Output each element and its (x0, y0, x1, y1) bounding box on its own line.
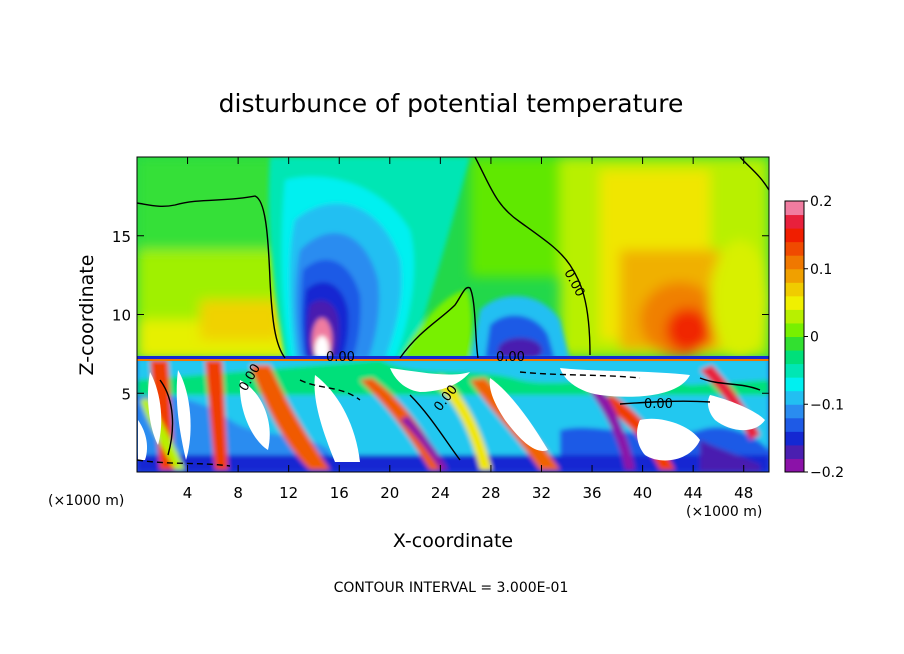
contour-lines (137, 157, 769, 467)
colorbar-segment (785, 295, 804, 310)
x-tick-label: 36 (582, 484, 601, 502)
colorbar-segment (785, 390, 804, 405)
colorbar-segment (785, 322, 804, 337)
y-tick-label: 15 (112, 228, 131, 246)
y-axis-label: Z-coordinate (76, 255, 98, 376)
colorbar-segment (785, 228, 804, 243)
contour-label: 0.00 (496, 350, 525, 365)
y-axis: 5 10 15 (112, 228, 769, 403)
colorbar-segment (785, 363, 804, 378)
colorbar-tick-label: 0.2 (810, 194, 832, 210)
colorbar-segment (785, 404, 804, 419)
colorbar-segment (785, 309, 804, 324)
x-tick-label: 32 (532, 484, 551, 502)
colorbar-segment (785, 444, 804, 459)
colorbar-segment (785, 350, 804, 365)
colorbar-segment (785, 268, 804, 283)
colorbar-segment (785, 431, 804, 446)
x-tick-label: 24 (431, 484, 450, 502)
x-tick-label: 12 (279, 484, 298, 502)
colorbar-tick-label: −0.2 (810, 465, 844, 481)
x-tick-label: 28 (481, 484, 500, 502)
colorbar-tick-label: −0.1 (810, 397, 844, 413)
x-tick-label: 40 (633, 484, 652, 502)
chart-title: disturbunce of potential temperature (219, 89, 684, 118)
contour-label: 0.00 (644, 397, 673, 412)
colorbar-segment (785, 458, 804, 473)
colorbar-tick-label: 0 (810, 330, 819, 346)
x-tick-label: 8 (233, 484, 243, 502)
contour-label: 0.00 (326, 350, 355, 365)
colorbar-ticks: 0.2 0.1 0 −0.1 −0.2 (804, 194, 844, 481)
colorbar (785, 201, 804, 473)
colorbar-segment (785, 282, 804, 297)
contour-interval-text: CONTOUR INTERVAL = 3.000E-01 (334, 580, 569, 596)
colorbar-segment (785, 336, 804, 351)
x-tick-label: 4 (183, 484, 193, 502)
x-axis: 4 8 12 16 20 24 28 32 36 40 44 48 (183, 157, 753, 502)
y-tick-label: 5 (121, 385, 131, 403)
colorbar-segment (785, 255, 804, 270)
x-unit-label: (×1000 m) (48, 493, 124, 509)
x-unit-label-right: (×1000 m) (686, 504, 762, 520)
x-tick-label: 20 (380, 484, 399, 502)
colorbar-segment (785, 214, 804, 229)
x-axis-label: X-coordinate (393, 530, 513, 552)
colorbar-segment (785, 377, 804, 392)
x-tick-label: 16 (330, 484, 349, 502)
y-tick-label: 10 (112, 307, 131, 325)
x-tick-label: 48 (734, 484, 753, 502)
colorbar-segment (785, 201, 804, 216)
plot-area (137, 157, 769, 472)
colorbar-segment (785, 417, 804, 432)
x-tick-label: 44 (684, 484, 703, 502)
colorbar-tick-label: 0.1 (810, 262, 832, 278)
colorbar-segment (785, 241, 804, 256)
